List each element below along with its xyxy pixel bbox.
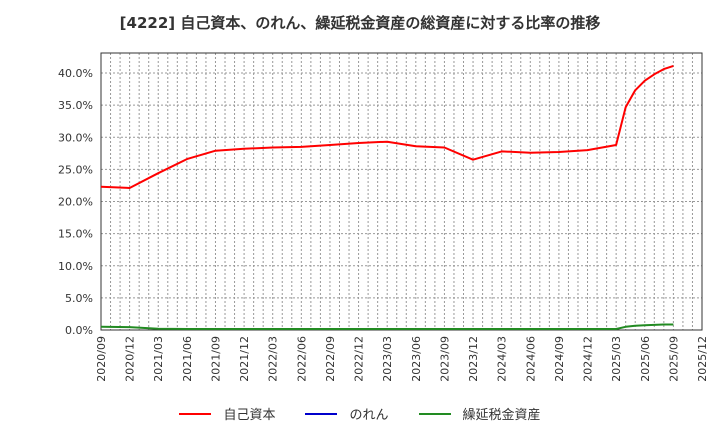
y-tick-label: 0.0%	[65, 324, 93, 337]
y-tick-label: 15.0%	[58, 228, 93, 241]
x-tick-label: 2023/09	[438, 336, 451, 382]
x-tick-label: 2025/06	[639, 336, 652, 382]
x-tick-label: 2021/09	[209, 336, 222, 382]
x-tick-label: 2025/09	[667, 336, 680, 382]
legend-swatch-red-icon	[179, 412, 212, 415]
y-tick-label: 5.0%	[65, 292, 93, 305]
x-tick-label: 2021/06	[181, 336, 194, 382]
x-tick-label: 2023/06	[410, 336, 423, 382]
x-tick-label: 2024/12	[582, 336, 595, 382]
x-tick-label: 2022/12	[353, 336, 366, 382]
chart-title: [4222] 自己資本、のれん、繰延税金資産の総資産に対する比率の推移	[119, 14, 601, 32]
x-tick-label: 2024/09	[553, 336, 566, 382]
x-tick-label: 2025/03	[610, 336, 623, 382]
x-tick-label: 2022/06	[295, 336, 308, 382]
legend-label: 繰延税金資産	[462, 408, 541, 423]
x-tick-label: 2023/03	[381, 336, 394, 382]
y-tick-label: 40.0%	[58, 67, 93, 80]
x-tick-label: 2024/06	[524, 336, 537, 382]
series-line-2	[100, 323, 674, 330]
x-tick-label: 2021/12	[238, 336, 251, 382]
plot-area-border	[100, 52, 703, 331]
x-tick-label: 2022/03	[267, 336, 280, 382]
y-tick-label: 10.0%	[58, 260, 93, 273]
legend-item-goodwill: のれん	[305, 404, 389, 423]
legend-item-deferred-tax: 繰延税金資産	[418, 404, 541, 423]
x-tick-label: 2025/12	[696, 336, 709, 382]
x-tick-label: 2021/03	[152, 336, 165, 382]
legend-label: 自己資本	[223, 408, 276, 423]
series-line-0	[100, 64, 674, 189]
y-tick-label: 30.0%	[58, 131, 93, 144]
legend-swatch-blue-icon	[305, 412, 338, 415]
y-tick-label: 25.0%	[58, 163, 93, 176]
x-tick-label: 2022/09	[324, 336, 337, 382]
x-tick-label: 2020/09	[95, 336, 108, 382]
y-tick-label: 35.0%	[58, 99, 93, 112]
chart-legend: 自己資本 のれん 繰延税金資産	[0, 404, 720, 423]
legend-label: のれん	[349, 408, 389, 423]
x-tick-label: 2023/12	[467, 336, 480, 382]
legend-item-equity: 自己資本	[179, 404, 275, 423]
y-tick-label: 20.0%	[58, 196, 93, 209]
legend-swatch-green-icon	[418, 412, 451, 415]
x-tick-label: 2024/03	[496, 336, 509, 382]
x-tick-label: 2020/12	[124, 336, 137, 382]
